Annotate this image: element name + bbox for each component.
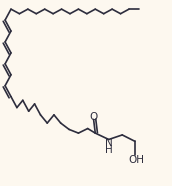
Text: H: H: [105, 145, 113, 155]
Text: OH: OH: [128, 155, 144, 165]
Text: N: N: [105, 138, 113, 148]
Text: O: O: [89, 112, 98, 122]
